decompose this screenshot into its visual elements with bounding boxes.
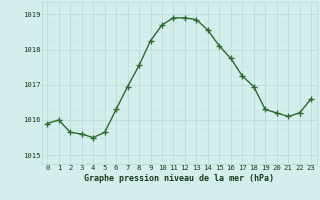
X-axis label: Graphe pression niveau de la mer (hPa): Graphe pression niveau de la mer (hPa) — [84, 174, 274, 183]
